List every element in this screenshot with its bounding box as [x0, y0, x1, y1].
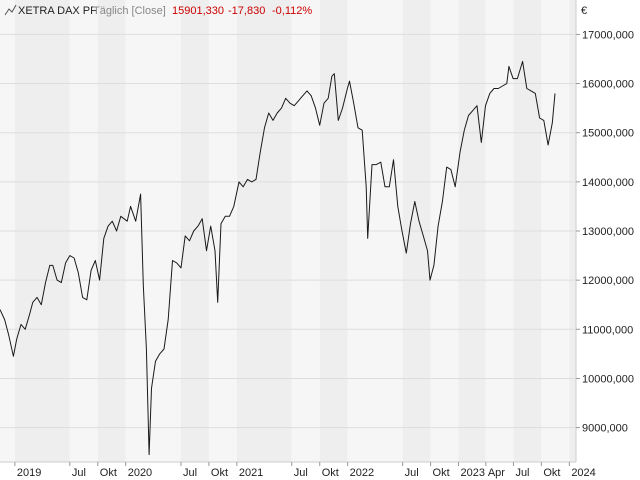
x-axis-ticks: 2019 Jul Okt 2020 Jul Okt 2021 Jul Okt 2022 Jul Okt…	[14, 462, 596, 479]
x-tick-label: Okt	[211, 467, 228, 479]
period-label: Täglich [Close]	[93, 5, 166, 17]
x-tick-label: Jul	[72, 467, 86, 479]
price-change: -17,830	[228, 5, 265, 17]
y-axis-ticks: 9000,000 10000,000 11000,000 12000,000 13000…	[576, 29, 634, 435]
y-tick-label: 14000,000	[582, 177, 634, 189]
y-tick-label: 16000,000	[582, 79, 634, 91]
x-tick-label: Apr	[488, 467, 505, 479]
x-tick-label: 2019	[17, 467, 41, 479]
y-tick-label: 11000,000	[582, 324, 633, 336]
instrument-name: XETRA DAX PF	[18, 5, 97, 17]
x-tick-label: Okt	[322, 467, 339, 479]
x-tick-label: Jul	[183, 467, 197, 479]
price-series	[0, 60, 556, 456]
x-tick-label: 2024	[571, 467, 595, 479]
y-tick-label: 13000,000	[582, 226, 634, 238]
y-tick-label: 12000,000	[582, 275, 634, 287]
currency-label: €	[581, 5, 587, 17]
last-price: 15901,330	[172, 5, 224, 17]
series-line	[0, 60, 556, 456]
x-tick-label: Okt	[543, 467, 560, 479]
x-tick-label: Okt	[100, 467, 117, 479]
y-tick-label: 15000,000	[582, 128, 634, 140]
x-tick-label: 2022	[350, 467, 374, 479]
line-chart-icon	[4, 4, 17, 16]
x-tick-label: Jul	[294, 467, 308, 479]
y-tick-label: 17000,000	[582, 29, 634, 41]
price-change-percent: -0,112%	[272, 5, 312, 17]
grid-lines	[0, 33, 576, 429]
x-tick-label: 2023	[460, 467, 484, 479]
x-tick-label: 2020	[128, 467, 152, 479]
x-tick-label: Jul	[515, 467, 529, 479]
x-tick-label: 2021	[239, 467, 263, 479]
x-tick-label: Jul	[405, 467, 419, 479]
chart-header: XETRA DAX PF Täglich [Close] 15901,330 -…	[4, 4, 312, 17]
x-tick-label: Okt	[433, 467, 450, 479]
y-tick-label: 9000,000	[582, 423, 628, 435]
y-tick-label: 10000,000	[582, 373, 634, 385]
